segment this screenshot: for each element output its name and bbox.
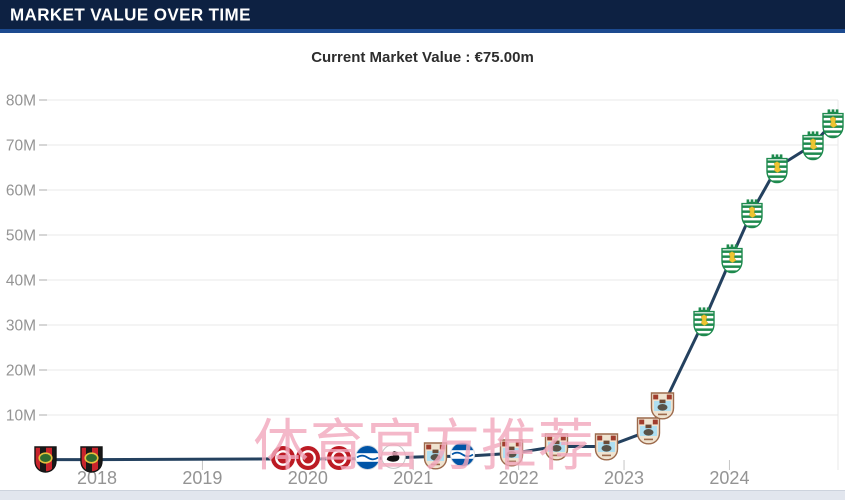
sporting-cp-crest-icon xyxy=(802,131,824,161)
market-value-point-st-pauli[interactable] xyxy=(326,445,353,476)
coventry-crest-icon xyxy=(650,392,675,420)
market-value-point-swansea[interactable] xyxy=(381,443,407,474)
x-axis-label: 2023 xyxy=(604,468,644,488)
brommapojkarna-crest-icon xyxy=(34,445,58,473)
coventry-crest-icon xyxy=(544,432,568,461)
st-pauli-crest-icon xyxy=(326,445,353,471)
y-axis-label: 60M xyxy=(6,183,36,200)
brighton-crest-icon xyxy=(354,444,380,470)
market-value-point-sporting-cp[interactable] xyxy=(820,108,845,144)
x-axis-label: 2024 xyxy=(709,468,749,488)
market-value-point-sporting-cp[interactable] xyxy=(739,198,765,234)
x-axis-label: 2019 xyxy=(182,468,222,488)
y-axis-label: 70M xyxy=(6,138,36,155)
market-value-line xyxy=(46,121,835,462)
coventry-crest-icon xyxy=(637,417,661,445)
x-axis-label: 2022 xyxy=(499,468,539,488)
current-market-value-label: Current Market Value : €75.00m xyxy=(311,49,534,66)
y-axis-label: 10M xyxy=(6,408,36,425)
market-value-point-coventry[interactable] xyxy=(650,392,675,425)
market-value-point-coventry[interactable] xyxy=(594,432,619,466)
sporting-cp-crest-icon xyxy=(693,306,715,336)
y-axis-label: 50M xyxy=(6,228,36,245)
coventry-crest-icon xyxy=(594,432,619,461)
x-axis-label: 2018 xyxy=(77,468,117,488)
market-value-point-brommapojkarna[interactable] xyxy=(34,445,58,478)
y-axis-label: 40M xyxy=(6,273,36,290)
st-pauli-crest-icon xyxy=(295,445,321,471)
coventry-crest-icon xyxy=(424,442,448,470)
panel-title: MARKET VALUE OVER TIME xyxy=(10,4,251,25)
y-axis-label: 80M xyxy=(6,93,36,110)
market-value-point-brommapojkarna[interactable] xyxy=(80,445,103,478)
market-value-point-sporting-cp[interactable] xyxy=(764,153,790,189)
footer-strip xyxy=(0,490,845,500)
market-value-point-sporting-cp[interactable] xyxy=(800,131,826,166)
y-axis-label: 20M xyxy=(6,363,36,380)
market-value-point-coventry[interactable] xyxy=(423,442,448,475)
brommapojkarna-crest-icon xyxy=(80,445,103,473)
market-value-point-coventry[interactable] xyxy=(544,432,569,466)
market-value-point-sporting-cp[interactable] xyxy=(691,306,717,342)
market-value-point-coventry[interactable] xyxy=(636,417,661,450)
market-value-point-brighton[interactable] xyxy=(449,442,475,472)
sporting-cp-crest-icon xyxy=(822,108,844,138)
market-value-point-st-pauli[interactable] xyxy=(295,445,321,476)
panel-header: MARKET VALUE OVER TIME xyxy=(0,0,845,33)
market-value-point-sporting-cp[interactable] xyxy=(719,243,745,279)
sporting-cp-crest-icon xyxy=(740,198,763,228)
brighton-crest-icon xyxy=(449,442,475,468)
st-pauli-crest-icon xyxy=(269,445,296,471)
sporting-cp-crest-icon xyxy=(766,153,788,183)
sporting-cp-crest-icon xyxy=(720,243,743,273)
coventry-crest-icon xyxy=(500,439,524,467)
market-value-point-st-pauli[interactable] xyxy=(269,445,296,476)
x-axis-label: 2021 xyxy=(393,468,433,488)
market-value-point-coventry[interactable] xyxy=(499,439,524,472)
x-axis-label: 2020 xyxy=(288,468,328,488)
market-value-point-brighton[interactable] xyxy=(354,444,380,475)
swansea-crest-icon xyxy=(381,443,407,469)
y-axis-label: 30M xyxy=(6,318,36,335)
